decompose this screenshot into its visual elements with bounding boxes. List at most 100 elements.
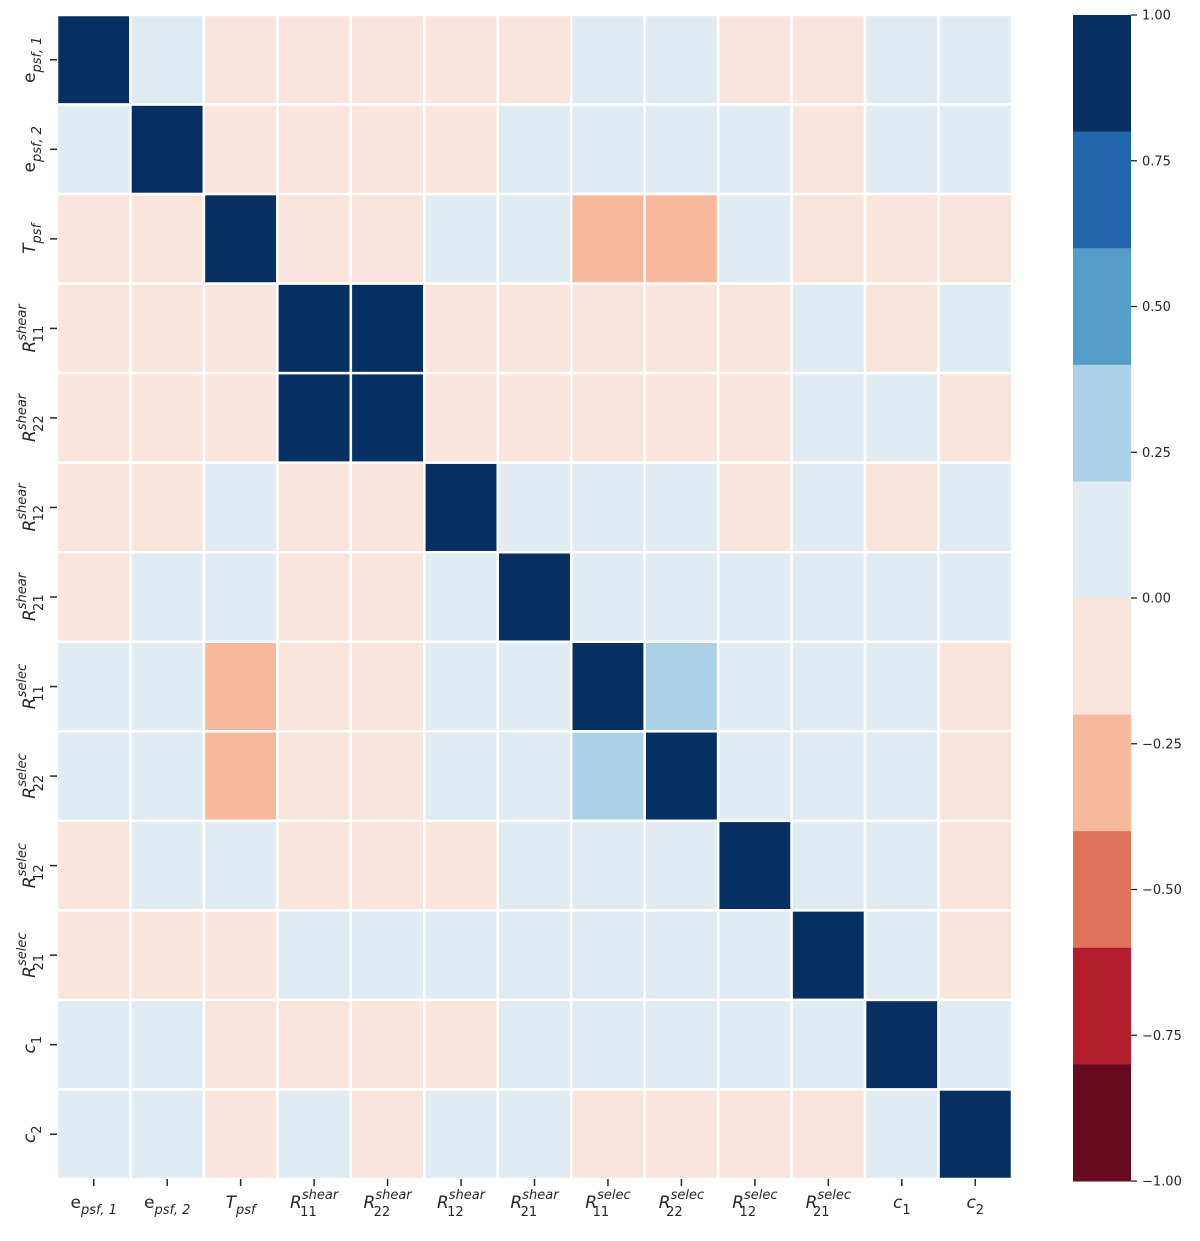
heatmap-cell xyxy=(129,640,206,733)
heatmap-cell xyxy=(349,550,426,644)
heatmap-cell xyxy=(276,730,353,823)
heatmap-cell xyxy=(129,550,206,644)
heatmap-cell xyxy=(55,1088,132,1181)
heatmap-cell xyxy=(790,550,867,644)
heatmap-cell xyxy=(863,13,940,106)
heatmap-cell xyxy=(937,1088,1014,1181)
colorbar-bin xyxy=(1073,131,1131,249)
heatmap-cell xyxy=(423,640,500,733)
y-tick-label: Tpsf xyxy=(20,221,45,253)
heatmap-cell xyxy=(643,461,720,554)
heatmap-cell xyxy=(790,282,867,375)
heatmap-cell xyxy=(569,13,646,106)
heatmap-cell xyxy=(790,461,867,554)
heatmap-cell xyxy=(202,461,279,554)
colorbar-tick-label: 1.00 xyxy=(1142,9,1171,24)
heatmap-cell xyxy=(349,640,426,733)
heatmap-cell xyxy=(349,1088,426,1181)
y-tick-label: Rselec 12 xyxy=(15,843,47,888)
heatmap-cell xyxy=(937,103,1014,196)
heatmap-cell xyxy=(129,998,206,1091)
heatmap-cell xyxy=(790,1088,867,1181)
x-tick-label: epsf, 1 xyxy=(71,1193,117,1218)
heatmap-cell xyxy=(937,550,1014,644)
heatmap-cell xyxy=(643,550,720,644)
heatmap-cell xyxy=(202,819,279,912)
heatmap-cell xyxy=(202,730,279,823)
colorbar-tick-label: 0.00 xyxy=(1142,592,1171,607)
heatmap-cell xyxy=(716,461,793,554)
heatmap-cell xyxy=(129,103,206,196)
heatmap-cell xyxy=(863,103,940,196)
heatmap-cell xyxy=(643,819,720,912)
heatmap-cell xyxy=(569,192,646,285)
heatmap-cell xyxy=(276,819,353,912)
colorbar-bin xyxy=(1073,481,1131,599)
heatmap-cell xyxy=(423,730,500,823)
heatmap-cell xyxy=(55,640,132,733)
heatmap-cell xyxy=(349,371,426,464)
heatmap-cell xyxy=(643,640,720,733)
heatmap-cell xyxy=(349,13,426,106)
heatmap-cell xyxy=(643,1088,720,1181)
y-tick-label: Rshear 12 xyxy=(15,482,47,532)
heatmap-cell xyxy=(55,819,132,912)
x-tick-label: Rselec 22 xyxy=(659,1188,704,1220)
colorbar-bin xyxy=(1073,714,1131,832)
heatmap-cell xyxy=(790,371,867,464)
heatmap-cell xyxy=(129,461,206,554)
colorbar-tick-label: 0.75 xyxy=(1142,154,1171,169)
heatmap-cell xyxy=(863,550,940,644)
x-axis-ticks: epsf, 1 epsf, 2 Tpsf Rshear 11 Rshear 22 Rshear… xyxy=(71,1179,984,1220)
y-tick-label: c2 xyxy=(20,1125,45,1143)
colorbar-tick-label: −0.75 xyxy=(1142,1029,1182,1044)
heatmap-cell xyxy=(55,13,132,106)
heatmap-cell xyxy=(202,550,279,644)
heatmap-cell xyxy=(863,461,940,554)
heatmap-cell xyxy=(55,192,132,285)
heatmap-cell xyxy=(496,550,573,644)
y-tick-label: epsf, 1 xyxy=(20,37,45,83)
heatmap-cell xyxy=(55,550,132,644)
y-tick-label: Rshear 21 xyxy=(15,571,47,621)
heatmap-cell xyxy=(496,1088,573,1181)
heatmap-cell xyxy=(496,13,573,106)
heatmap-cell xyxy=(129,13,206,106)
heatmap-cell xyxy=(863,371,940,464)
heatmap-cell xyxy=(349,282,426,375)
heatmap-cell xyxy=(129,282,206,375)
heatmap-cell xyxy=(349,998,426,1091)
colorbar-bin xyxy=(1073,364,1131,482)
colorbar-tick-label: 0.25 xyxy=(1142,446,1171,461)
heatmap-cell xyxy=(276,998,353,1091)
heatmap-cell xyxy=(716,282,793,375)
heatmap-cell xyxy=(643,282,720,375)
heatmap-cell xyxy=(276,909,353,1002)
heatmap-cell xyxy=(937,192,1014,285)
heatmap-cell xyxy=(937,13,1014,106)
colorbar-bin xyxy=(1073,598,1131,716)
heatmap-cell xyxy=(716,13,793,106)
heatmap-cell xyxy=(55,103,132,196)
heatmap-cell xyxy=(55,998,132,1091)
heatmap-cell xyxy=(569,103,646,196)
heatmap-cell xyxy=(790,640,867,733)
x-tick-label: epsf, 2 xyxy=(144,1193,190,1218)
y-tick-label: Rselec 22 xyxy=(15,753,47,798)
heatmap-cell xyxy=(716,730,793,823)
heatmap-cell xyxy=(349,192,426,285)
heatmap-cell xyxy=(863,282,940,375)
x-tick-label: c2 xyxy=(966,1193,984,1218)
heatmap-cell xyxy=(643,730,720,823)
heatmap-cell xyxy=(937,730,1014,823)
heatmap-cell xyxy=(937,371,1014,464)
x-tick-label: Rshear 22 xyxy=(364,1188,414,1220)
heatmap-cell xyxy=(496,909,573,1002)
heatmap-cell xyxy=(55,461,132,554)
heatmap-cell xyxy=(569,461,646,554)
heatmap-cell xyxy=(55,282,132,375)
x-tick-label: Rselec 11 xyxy=(585,1188,630,1220)
colorbar: 1.00 0.75 0.50 0.25 0.00 −0.25 −0.50 −0.75 −1.00 xyxy=(1073,9,1182,1190)
